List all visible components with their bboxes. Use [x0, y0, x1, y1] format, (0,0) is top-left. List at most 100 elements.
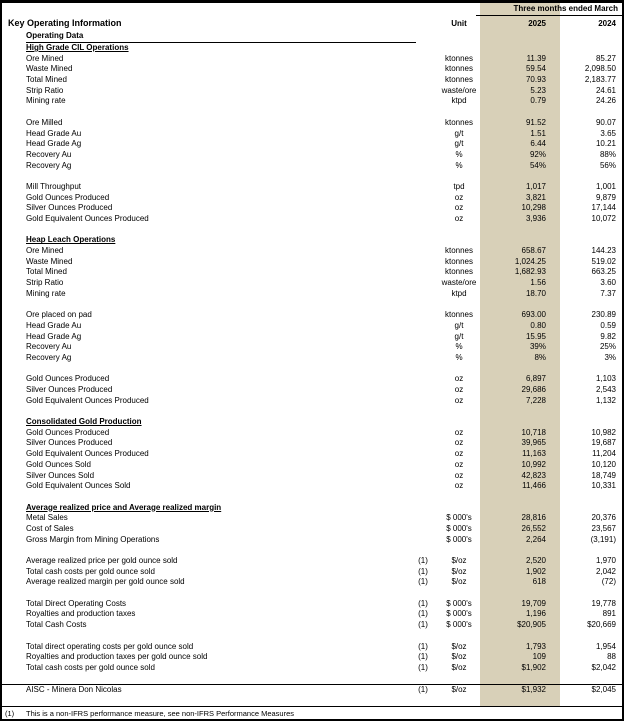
- row-value-2024: [560, 235, 622, 246]
- row-footnote-ref: [408, 588, 438, 599]
- row-footnote-ref: [408, 75, 438, 86]
- row-unit: [438, 107, 480, 118]
- row-footnote-ref: [408, 203, 438, 214]
- row-footnote-ref: [408, 139, 438, 150]
- data-row: Strip Ratio waste/ore 1.56 3.60: [2, 278, 622, 289]
- row-footnote-ref: [408, 481, 438, 492]
- row-footnote-ref: [408, 43, 438, 54]
- current-year-highlight-column: [480, 3, 560, 706]
- row-footnote-ref: [408, 406, 438, 417]
- row-value-2024: 519.02: [591, 256, 616, 266]
- row-value-2025: [480, 300, 560, 311]
- row-value-2025: 10,992: [521, 459, 546, 469]
- row-label: Head Grade Au: [26, 128, 82, 138]
- row-footnote-ref: [408, 374, 438, 385]
- row-value-2025: 10,718: [521, 427, 546, 437]
- row-value-2025: 1,793: [525, 641, 546, 651]
- data-row: AISC - Minera Don Nicolas (1) $/oz $1,932 $2…: [2, 684, 622, 695]
- row-value-2025: 1.56: [530, 278, 546, 288]
- row-value-2025: [480, 406, 560, 417]
- row-value-2024: 19,687: [591, 438, 616, 448]
- row-value-2025: 91.52: [525, 117, 546, 127]
- row-value-2024: 17,144: [591, 203, 616, 213]
- data-row: Total cash costs per gold ounce sold (1) $…: [2, 567, 622, 578]
- row-value-2024: 144.23: [591, 246, 616, 256]
- row-footnote-ref: (1): [418, 609, 428, 619]
- row-value-2025: [480, 674, 560, 685]
- period-header: Three months ended March: [476, 3, 622, 16]
- row-footnote-ref: [408, 353, 438, 364]
- row-value-2025: [480, 107, 560, 118]
- unit-column-header: Unit: [451, 18, 467, 28]
- row-value-2024: 3.65: [600, 128, 616, 138]
- data-row: Cost of Sales $ 000's 26,552 23,567: [2, 524, 622, 535]
- data-row: Total Mined ktonnes 70.93 2,183.77: [2, 75, 622, 86]
- row-footnote-ref: [408, 631, 438, 642]
- row-value-2025: $1,932: [521, 685, 546, 695]
- row-value-2024: 88%: [599, 149, 616, 159]
- row-label: Gold Ounces Produced: [26, 374, 110, 384]
- row-value-2025: 19,709: [521, 598, 546, 608]
- row-value-2024: 24.26: [595, 96, 616, 106]
- row-label: Head Grade Ag: [26, 139, 82, 149]
- row-footnote-ref: (1): [418, 556, 428, 565]
- row-footnote-ref: [408, 246, 438, 257]
- row-value-2025: 1,024.25: [514, 256, 546, 266]
- row-label: Gross Margin from Mining Operations: [26, 534, 160, 544]
- footnote-marker: (1): [5, 708, 15, 718]
- row-value-2024: [560, 171, 622, 182]
- data-row: Head Grade Ag g/t 6.44 10.21: [2, 139, 622, 150]
- spacer-row: [2, 364, 622, 375]
- row-unit: [438, 171, 480, 182]
- row-value-2024: [560, 406, 622, 417]
- row-unit: $ 000's: [446, 598, 472, 608]
- row-footnote-ref: [408, 674, 438, 685]
- row-unit: g/t: [454, 139, 464, 149]
- row-value-2025: 92%: [529, 149, 546, 159]
- row-value-2024: [560, 503, 622, 514]
- row-footnote-ref: [408, 396, 438, 407]
- row-footnote-ref: [408, 267, 438, 278]
- row-unit: $/oz: [451, 641, 467, 651]
- row-unit: oz: [454, 470, 464, 480]
- row-value-2025: 1.51: [530, 128, 546, 138]
- row-footnote-ref: [408, 235, 438, 246]
- row-unit: waste/ore: [441, 278, 477, 288]
- data-row: Total Cash Costs (1) $ 000's $20,905 $20,669: [2, 620, 622, 631]
- row-value-2025: [480, 364, 560, 375]
- row-unit: oz: [454, 427, 464, 437]
- spacer-row: [2, 171, 622, 182]
- row-footnote-ref: [408, 428, 438, 439]
- row-label: Silver Ounces Produced: [26, 438, 113, 448]
- row-unit: ktonnes: [444, 256, 474, 266]
- row-unit: $ 000's: [446, 620, 472, 630]
- row-value-2025: [480, 492, 560, 503]
- row-value-2025: [480, 235, 560, 246]
- row-label: Gold Ounces Produced: [26, 427, 110, 437]
- row-value-2025: 109: [532, 652, 546, 662]
- row-value-2025: 1,902: [525, 566, 546, 576]
- data-row: Average realized margin per gold ounce s…: [2, 577, 622, 588]
- data-row: Waste Mined ktonnes 1,024.25 519.02: [2, 257, 622, 268]
- row-label: Total Cash Costs: [26, 620, 87, 630]
- row-unit: [438, 225, 480, 236]
- row-value-2024: 56%: [599, 160, 616, 170]
- data-row: Gross Margin from Mining Operations $ 000…: [2, 535, 622, 546]
- row-label: Total direct operating costs per gold ou…: [26, 641, 194, 651]
- row-label: Waste Mined: [26, 256, 73, 266]
- row-value-2024: 7.37: [600, 288, 616, 298]
- row-footnote-ref: [408, 438, 438, 449]
- row-footnote-ref: [408, 86, 438, 97]
- subtitle-row: Operating Data: [2, 30, 622, 43]
- row-value-2024: 2,543: [595, 385, 616, 394]
- row-value-2025: [480, 631, 560, 642]
- row-unit: [438, 235, 480, 246]
- row-unit: [438, 674, 480, 685]
- row-value-2025: 28,816: [521, 513, 546, 523]
- row-footnote-ref: (1): [418, 662, 428, 672]
- data-row: Ore Mined ktonnes 658.67 144.23: [2, 246, 622, 257]
- row-value-2024: [560, 674, 622, 685]
- row-footnote-ref: [408, 364, 438, 375]
- row-footnote-ref: [408, 171, 438, 182]
- row-value-2024: 23,567: [591, 523, 616, 533]
